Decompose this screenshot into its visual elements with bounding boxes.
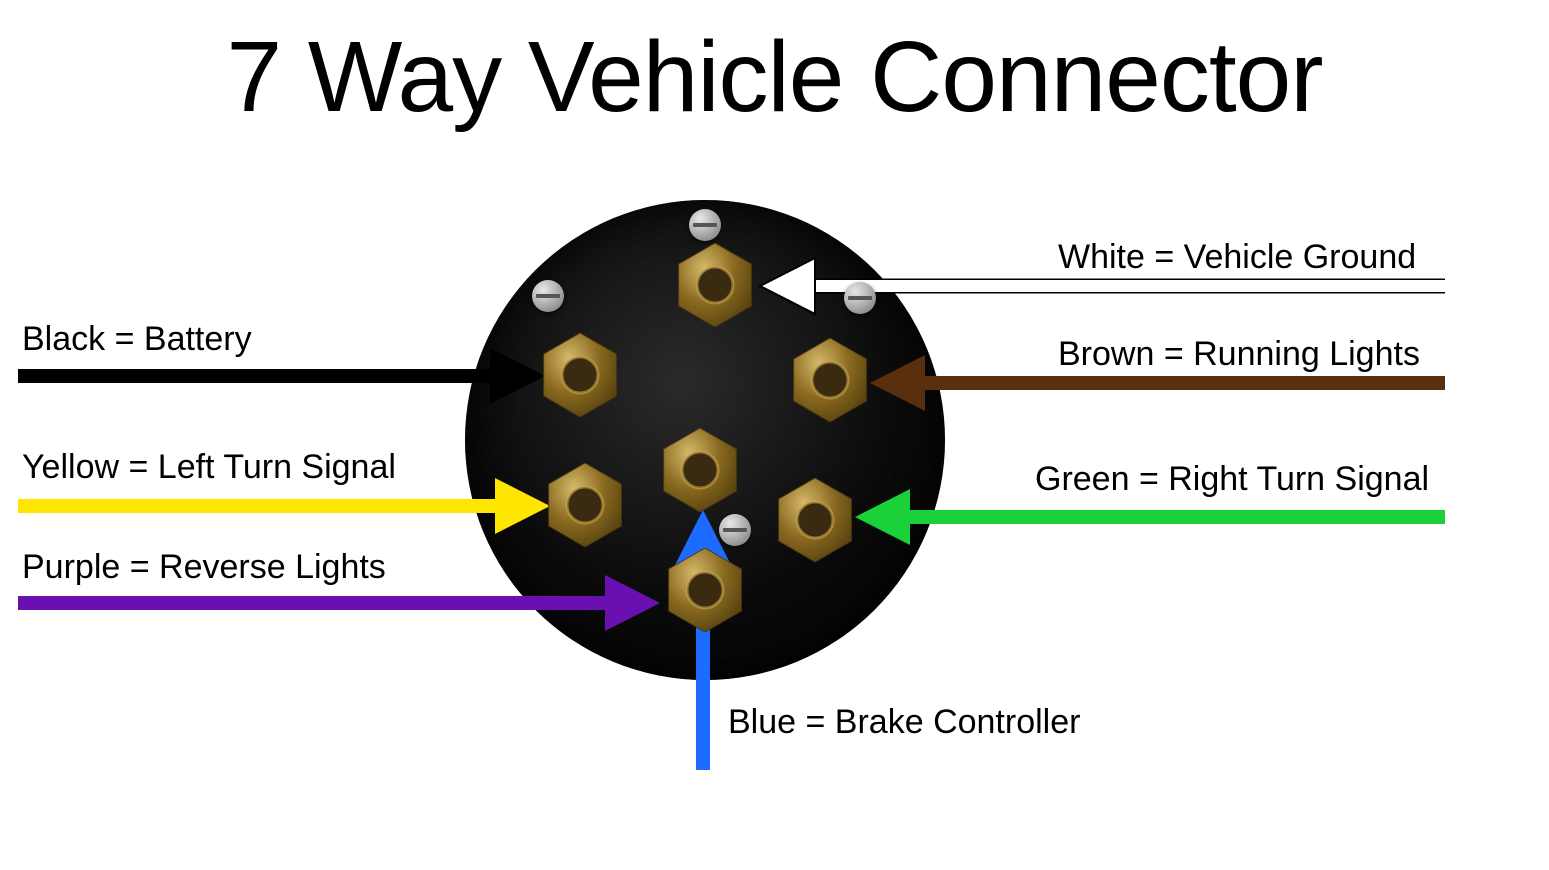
mounting-screw <box>532 280 564 312</box>
pin-nut-yellow <box>543 463 627 547</box>
mounting-screw <box>689 209 721 241</box>
pin-nut-blue_bottom <box>663 548 747 632</box>
label-purple: Purple = Reverse Lights <box>22 548 386 587</box>
page-title: 7 Way Vehicle Connector <box>0 20 1549 135</box>
label-white: White = Vehicle Ground <box>1058 238 1416 277</box>
pin-nut-green <box>773 478 857 562</box>
label-green: Green = Right Turn Signal <box>1035 460 1429 499</box>
label-brown: Brown = Running Lights <box>1058 335 1420 374</box>
label-blue: Blue = Brake Controller <box>728 703 1080 742</box>
mounting-screw <box>719 514 751 546</box>
mounting-screw <box>844 282 876 314</box>
pin-nut-white <box>673 243 757 327</box>
pin-nut-black <box>538 333 622 417</box>
label-black: Black = Battery <box>22 320 252 359</box>
pin-nut-blue_center <box>658 428 742 512</box>
pin-nut-brown <box>788 338 872 422</box>
label-yellow: Yellow = Left Turn Signal <box>22 448 396 487</box>
